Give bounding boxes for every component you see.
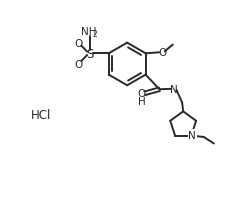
Text: S: S — [86, 47, 93, 61]
Text: 2: 2 — [92, 29, 97, 38]
Text: O: O — [74, 38, 82, 48]
Text: N: N — [169, 84, 177, 94]
Text: HCl: HCl — [31, 109, 51, 122]
Text: N: N — [188, 130, 195, 140]
Text: H: H — [137, 97, 145, 106]
Text: O: O — [137, 88, 146, 98]
Text: O: O — [74, 60, 82, 70]
Text: O: O — [158, 48, 166, 58]
Text: NH: NH — [81, 27, 97, 37]
